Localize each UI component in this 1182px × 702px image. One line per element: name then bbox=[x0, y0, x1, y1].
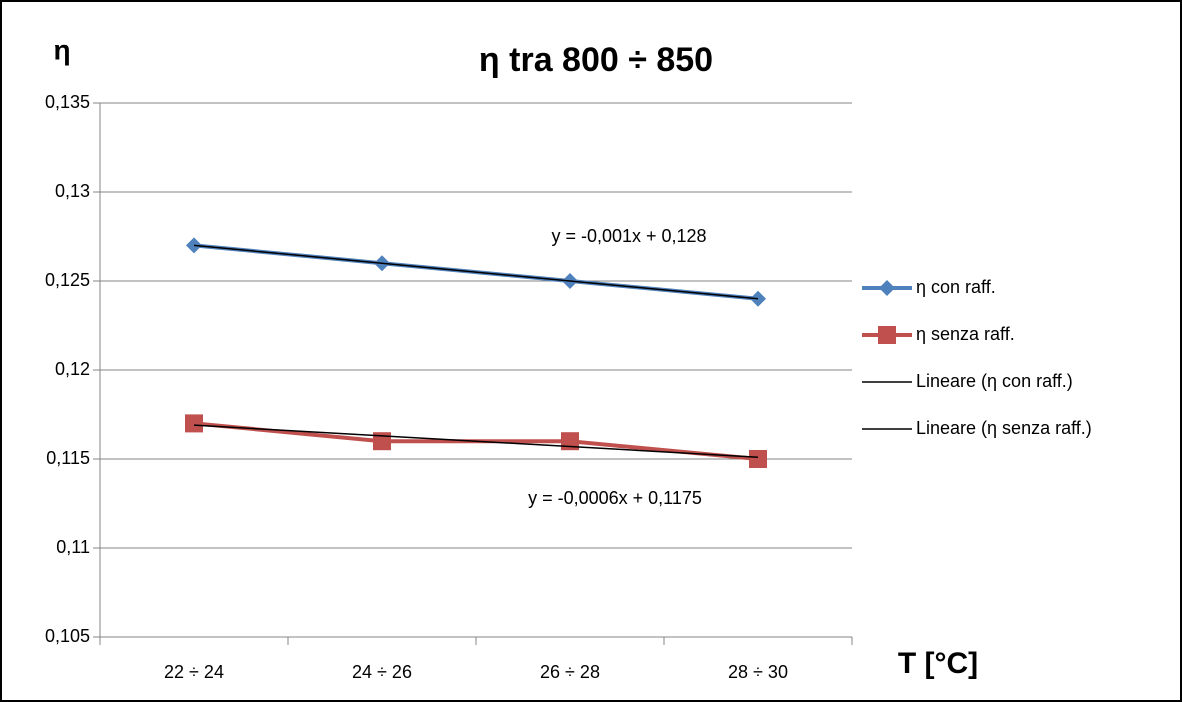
y-tick-label: 0,11 bbox=[56, 537, 90, 557]
y-tick-label: 0,135 bbox=[45, 92, 90, 112]
trend-line bbox=[193, 424, 759, 458]
marker bbox=[879, 280, 895, 296]
y-tick-label: 0,13 bbox=[55, 181, 90, 201]
chart-title: η tra 800 ÷ 850 bbox=[479, 41, 713, 79]
y-tick-label: 0,12 bbox=[55, 359, 90, 379]
legend-label: Lineare (η senza raff.) bbox=[916, 418, 1092, 438]
trend-equation: y = -0,001x + 0,128 bbox=[551, 226, 706, 246]
y-tick-label: 0,105 bbox=[45, 626, 90, 646]
legend-label: η con raff. bbox=[916, 277, 996, 297]
x-tick-label: 26 ÷ 28 bbox=[540, 662, 600, 682]
x-axis-label: T [°C] bbox=[898, 647, 978, 680]
trend-line bbox=[193, 244, 759, 300]
marker bbox=[878, 326, 896, 344]
legend-label: η senza raff. bbox=[916, 324, 1015, 344]
y-tick-label: 0,125 bbox=[45, 270, 90, 290]
y-axis-label: η bbox=[53, 34, 70, 65]
y-tick-label: 0,115 bbox=[46, 448, 90, 468]
marker bbox=[749, 450, 767, 468]
x-tick-label: 28 ÷ 30 bbox=[728, 662, 788, 682]
trend-equation: y = -0,0006x + 0,1175 bbox=[528, 488, 702, 508]
x-tick-label: 22 ÷ 24 bbox=[164, 662, 224, 682]
x-tick-label: 24 ÷ 26 bbox=[352, 662, 412, 682]
marker bbox=[185, 414, 203, 433]
legend-label: Lineare (η con raff.) bbox=[916, 371, 1073, 391]
